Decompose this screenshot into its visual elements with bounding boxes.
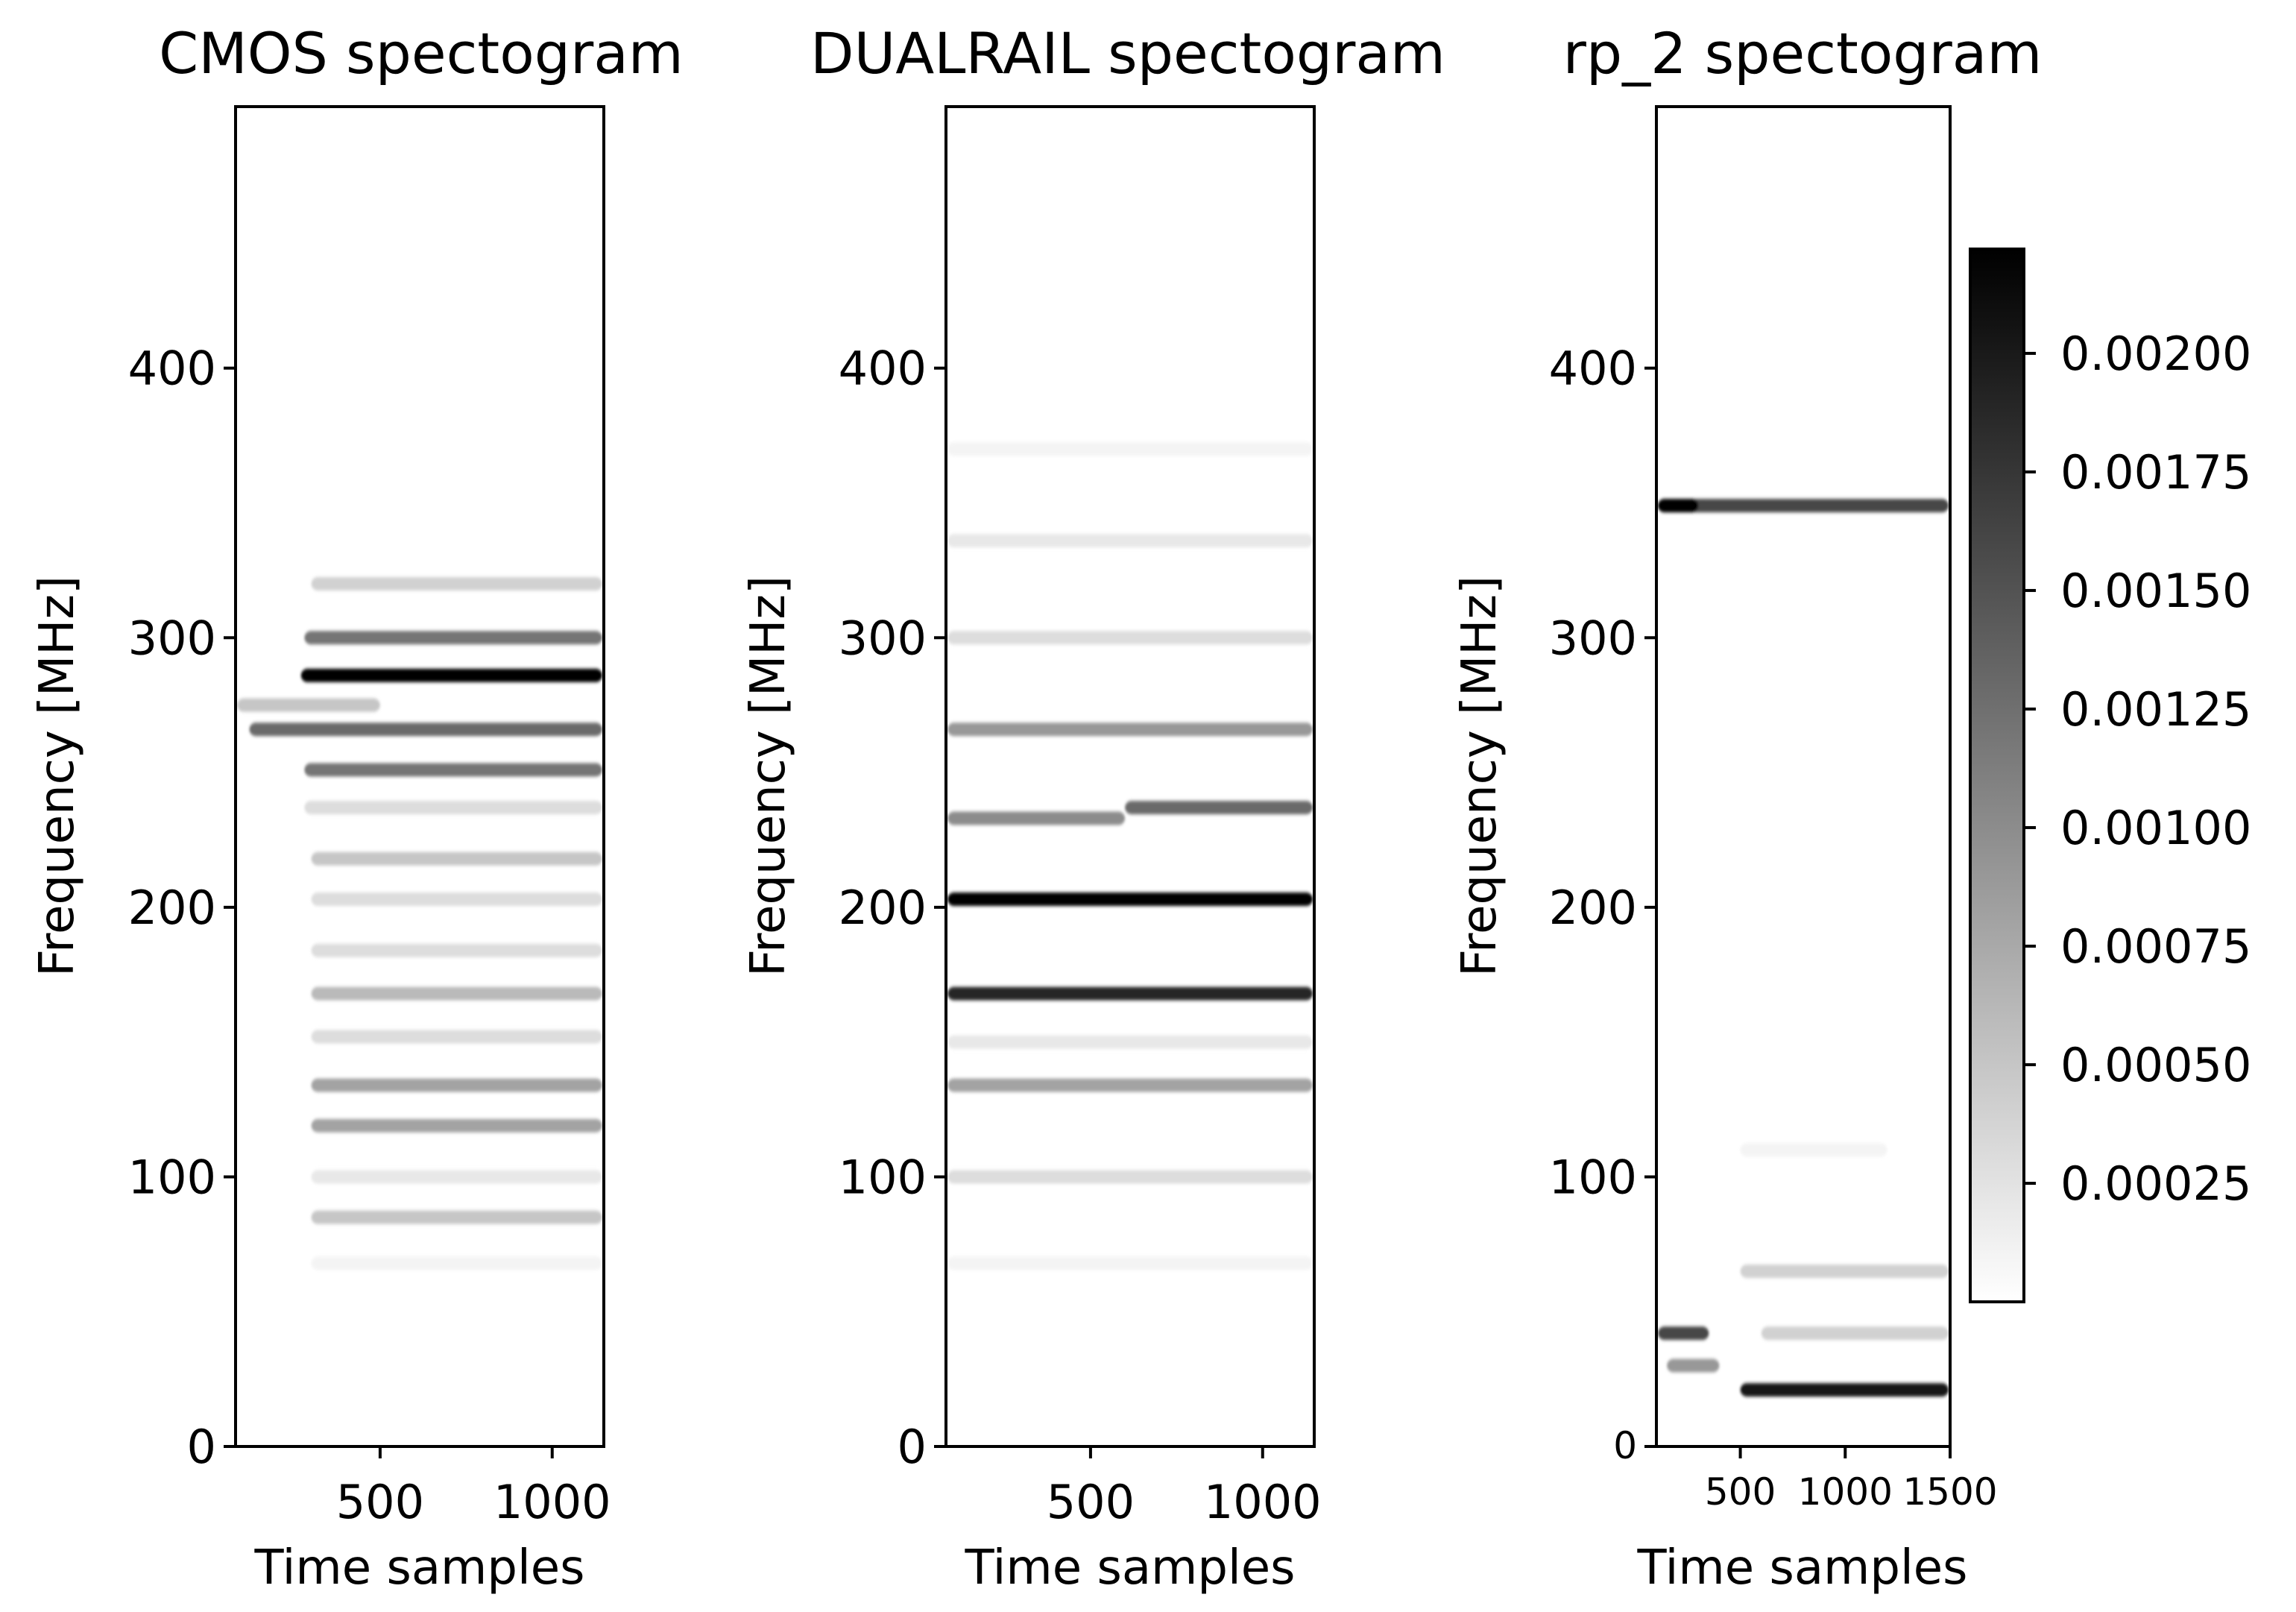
rp2-band-4 [1667, 1358, 1720, 1373]
rp2-y-tick-label-4: 400 [1549, 341, 1637, 396]
cmos-band-1 [304, 631, 602, 645]
colorbar-ticks: 0.00025 0.00050 0.00075 0.00100 0.00125 0.001… [2024, 327, 2251, 1211]
rp2-plot-frame [1655, 105, 1952, 1448]
cmos-band-14 [311, 1170, 602, 1184]
dualrail-band-4 [947, 722, 1313, 737]
dualrail-y-tick-label-3: 300 [839, 611, 927, 665]
rp2-x-axis-label: Time samples [1637, 1540, 1968, 1596]
colorbar-tick-label-7: 0.00200 [2060, 327, 2251, 381]
dualrail-band-10 [947, 1256, 1313, 1271]
cmos-bands [237, 576, 602, 1271]
cmos-y-tick-label-0: 0 [187, 1420, 216, 1474]
rp2-band-1 [1658, 499, 1699, 513]
dualrail-band-6 [947, 631, 1313, 645]
cmos-band-3 [304, 763, 602, 777]
dualrail-band-9 [947, 442, 1313, 456]
dualrail-x-tick-label-1: 1000 [1204, 1475, 1322, 1529]
colorbar-gradient [1969, 248, 2025, 1303]
colorbar-tick-label-2: 0.00075 [2060, 919, 2251, 974]
dualrail-band-5 [947, 1078, 1313, 1092]
rp2-y-tick-label-3: 300 [1549, 611, 1637, 665]
dualrail-band-0 [947, 892, 1313, 907]
dualrail-plot-frame [944, 105, 1316, 1448]
dualrail-panel: DUALRAIL spectogram 500 1000 0 100 200 300 40… [741, 20, 1445, 1596]
rp2-title: rp_2 spectogram [1563, 20, 2043, 86]
dualrail-y-tick-label-0: 0 [898, 1420, 927, 1474]
dualrail-y-tick-label-4: 400 [839, 341, 927, 396]
rp2-bands [1658, 499, 1949, 1397]
colorbar-tick-label-5: 0.00150 [2060, 564, 2251, 618]
rp2-band-2 [1740, 1383, 1949, 1397]
rp2-band-7 [1740, 1143, 1887, 1157]
cmos-x-axis-label: Time samples [254, 1540, 585, 1596]
cmos-y-tick-label-4: 400 [128, 341, 216, 396]
cmos-x-ticks: 500 1000 [336, 1446, 611, 1529]
dualrail-y-ticks: 0 100 200 300 400 [839, 341, 946, 1474]
cmos-band-6 [304, 801, 602, 815]
rp2-panel: rp_2 spectogram 500 1000 1500 0 100 200 300 40… [1452, 20, 2042, 1596]
cmos-band-15 [311, 1210, 602, 1224]
cmos-plot-frame [234, 105, 605, 1448]
colorbar-tick-label-4: 0.00125 [2060, 682, 2251, 737]
cmos-band-12 [311, 1078, 602, 1092]
cmos-band-0 [300, 668, 602, 682]
rp2-y-axis-label: Frequency [MHz] [1452, 576, 1507, 977]
rp2-y-tick-label-2: 200 [1549, 881, 1637, 935]
dualrail-band-8 [947, 534, 1313, 548]
dualrail-band-2 [1125, 801, 1313, 815]
colorbar: 0.00025 0.00050 0.00075 0.00100 0.00125 0.001… [1969, 248, 2251, 1303]
cmos-x-tick-label-1: 1000 [493, 1475, 611, 1529]
rp2-band-3 [1658, 1326, 1709, 1341]
cmos-panel: CMOS spectogram 500 1000 0 100 200 300 400 Ti… [30, 20, 684, 1596]
cmos-band-5 [237, 698, 380, 712]
cmos-band-7 [311, 851, 602, 866]
colorbar-tick-label-0: 0.00025 [2060, 1156, 2251, 1211]
rp2-x-ticks: 500 1000 1500 [1705, 1446, 1998, 1514]
dualrail-y-tick-label-2: 200 [839, 881, 927, 935]
cmos-band-11 [311, 1030, 602, 1044]
cmos-title: CMOS spectogram [159, 20, 684, 86]
colorbar-tick-label-6: 0.00175 [2060, 445, 2251, 500]
dualrail-bands [947, 442, 1313, 1271]
dualrail-x-axis-label: Time samples [965, 1540, 1296, 1596]
cmos-y-tick-label-2: 200 [128, 881, 216, 935]
rp2-y-tick-label-1: 100 [1549, 1150, 1637, 1204]
dualrail-y-axis-label: Frequency [MHz] [741, 576, 796, 977]
rp2-band-6 [1761, 1326, 1949, 1341]
dualrail-y-tick-label-1: 100 [839, 1150, 927, 1204]
cmos-band-8 [311, 892, 602, 907]
colorbar-tick-label-1: 0.00050 [2060, 1038, 2251, 1092]
cmos-band-4 [311, 576, 602, 591]
rp2-y-tick-label-0: 0 [1613, 1424, 1637, 1467]
dualrail-band-1 [947, 986, 1313, 1001]
cmos-y-tick-label-1: 100 [128, 1150, 216, 1204]
cmos-band-9 [311, 943, 602, 957]
colorbar-tick-label-3: 0.00100 [2060, 801, 2251, 855]
rp2-y-ticks: 0 100 200 300 400 [1549, 341, 1656, 1467]
dualrail-title: DUALRAIL spectogram [810, 20, 1445, 86]
rp2-x-tick-label-0: 500 [1705, 1470, 1776, 1514]
rp2-x-tick-label-1: 1000 [1798, 1470, 1893, 1514]
cmos-band-2 [249, 722, 602, 737]
cmos-band-13 [311, 1118, 602, 1133]
rp2-x-tick-label-2: 1500 [1902, 1470, 1997, 1514]
rp2-band-5 [1740, 1264, 1949, 1278]
cmos-x-tick-label-0: 500 [336, 1475, 424, 1529]
dualrail-band-3 [947, 811, 1126, 825]
dualrail-x-ticks: 500 1000 [1047, 1446, 1322, 1529]
dualrail-band-11 [947, 1035, 1313, 1049]
dualrail-x-tick-label-0: 500 [1047, 1475, 1135, 1529]
rp2-band-0 [1658, 499, 1949, 513]
dualrail-band-7 [947, 1170, 1313, 1184]
cmos-y-tick-label-3: 300 [128, 611, 216, 665]
cmos-y-axis-label: Frequency [MHz] [30, 576, 85, 977]
cmos-band-10 [311, 986, 602, 1001]
cmos-band-16 [311, 1256, 602, 1271]
cmos-y-ticks: 0 100 200 300 400 [128, 341, 236, 1474]
